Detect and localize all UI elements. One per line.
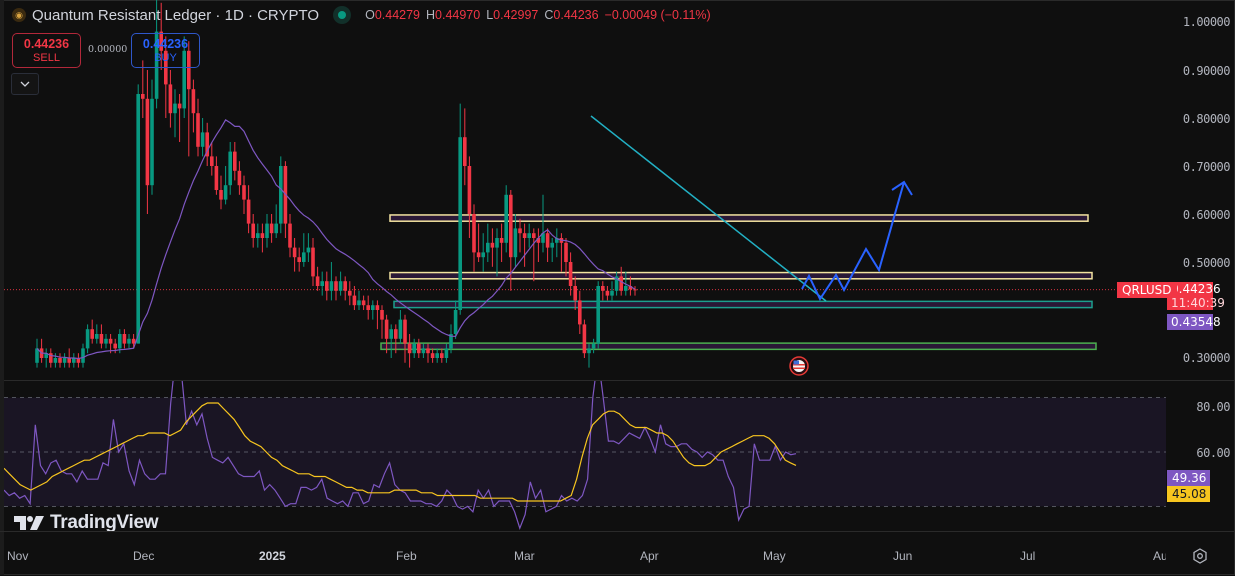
arrow-head-icon — [891, 180, 913, 196]
price-tick: 0.50000 — [1182, 256, 1231, 270]
time-axis[interactable]: Nov Dec 2025 Feb Mar Apr May Jun Jul Aug — [0, 531, 1235, 576]
rsi-ma-value-tag: 45.08 — [1167, 486, 1210, 502]
buy-button[interactable]: 0.44236 BUY — [131, 33, 200, 68]
price-tick: 1.00000 — [1182, 15, 1231, 29]
rsi-chart[interactable] — [4, 381, 1166, 531]
ohlc-open: 0.44279 — [374, 8, 420, 22]
time-tick: Jun — [893, 549, 913, 563]
rsi-tick: 80.00 — [1196, 400, 1230, 414]
ohlc-values: O0.44279 H0.44970 L0.42997 C0.44236 −0.0… — [365, 8, 711, 22]
chevron-down-icon — [20, 81, 30, 87]
buy-label: BUY — [154, 51, 177, 64]
time-tick: 2025 — [259, 549, 286, 563]
tradingview-mark-icon — [14, 516, 44, 530]
us-flag-event-icon[interactable] — [789, 356, 809, 376]
left-edge — [0, 0, 4, 575]
zone-resistance-upper — [389, 214, 1089, 222]
ohlc-low: 0.42997 — [493, 8, 539, 22]
price-pane[interactable] — [4, 0, 1166, 380]
ohlc-high: 0.44970 — [435, 8, 481, 22]
price-tick: 0.70000 — [1182, 160, 1231, 174]
rsi-ma-line — [4, 402, 797, 502]
rsi-value-tag: 49.36 — [1167, 470, 1210, 486]
time-tick: Apr — [640, 549, 659, 563]
price-tick: 0.60000 — [1182, 208, 1231, 222]
time-tick: Mar — [514, 549, 535, 563]
sell-button[interactable]: 0.44236 SELL — [12, 33, 81, 68]
moving-average-line — [36, 119, 636, 360]
pane-divider[interactable] — [4, 380, 1235, 381]
last-price: 0.44236 — [1171, 282, 1221, 296]
bar-countdown: 11:40:39 — [1171, 296, 1225, 310]
symbol-header: ◉ Quantum Resistant Ledger · 1D · CRYPTO… — [12, 6, 711, 24]
ohlc-close: 0.44236 — [553, 8, 599, 22]
candlestick-chart[interactable] — [4, 0, 1166, 380]
market-status-icon[interactable] — [333, 6, 352, 24]
time-tick: Dec — [133, 549, 155, 563]
ohlc-change: −0.00049 (−0.11%) — [604, 8, 711, 22]
time-tick: Nov — [7, 549, 29, 563]
time-tick: Jul — [1020, 549, 1036, 563]
sell-price: 0.44236 — [23, 36, 70, 51]
rsi-tick: 60.00 — [1196, 446, 1230, 460]
tradingview-wordmark: TradingView — [50, 512, 159, 533]
zone-support-low — [380, 342, 1097, 351]
descending-trendline — [590, 115, 827, 302]
time-tick: Feb — [396, 549, 417, 563]
rsi-pane[interactable] — [4, 381, 1166, 531]
zone-resistance-lower — [389, 271, 1093, 280]
price-tick: 0.90000 — [1182, 64, 1231, 78]
sell-label: SELL — [33, 51, 60, 64]
collapse-legend-button[interactable] — [11, 73, 39, 95]
price-tick: 0.80000 — [1182, 112, 1231, 126]
price-tick: 0.30000 — [1182, 351, 1231, 365]
ma-value-tag: 0.43548 — [1167, 314, 1221, 330]
zone-support-mid — [393, 300, 1093, 309]
bullish-projection-path — [801, 181, 905, 302]
symbol-title[interactable]: Quantum Resistant Ledger · 1D · CRYPTO — [32, 6, 320, 24]
time-tick: Aug — [1153, 549, 1166, 563]
tradingview-logo[interactable]: TradingView — [14, 512, 159, 534]
settings-gear-icon[interactable] — [1192, 548, 1208, 564]
buy-price: 0.44236 — [142, 36, 189, 51]
time-tick: May — [763, 549, 786, 563]
qrl-logo-icon: ◉ — [12, 8, 26, 22]
price-axis[interactable]: 1.00000 0.90000 0.80000 0.70000 0.60000 … — [1166, 0, 1235, 531]
ticker-tag: QRLUSD — [1117, 282, 1177, 298]
spread-value: 0.00000 — [88, 44, 128, 55]
